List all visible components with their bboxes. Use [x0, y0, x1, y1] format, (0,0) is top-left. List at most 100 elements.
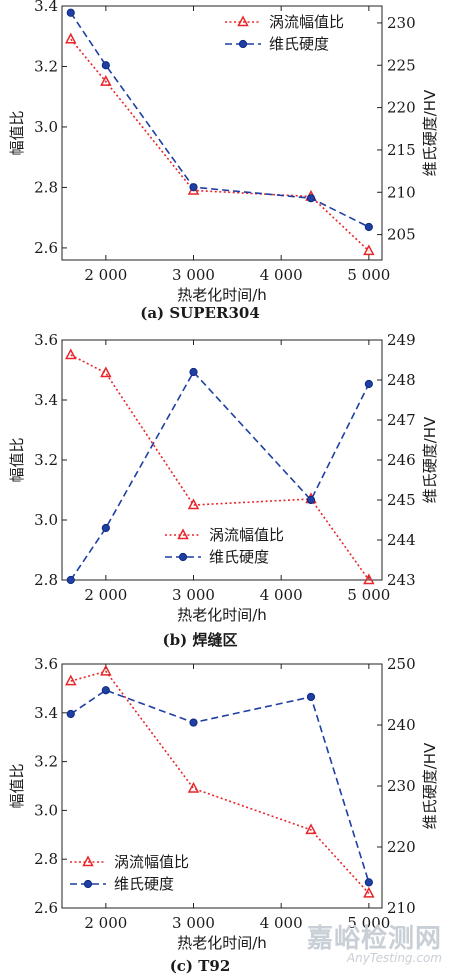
y-tick-label-right: 249: [387, 331, 416, 349]
data-point-triangle: [363, 244, 375, 256]
legend-label-0: 涡流幅值比: [209, 526, 284, 544]
data-point-circle: [66, 575, 75, 585]
y-tick-label-left: 3.0: [34, 801, 58, 819]
data-point-circle: [66, 709, 75, 719]
data-point-triangle: [187, 498, 200, 510]
y-tick-label-left: 3.6: [34, 331, 58, 349]
y-tick-label-left: 3.0: [34, 511, 58, 529]
legend-marker-triangle: [82, 855, 94, 867]
data-point-triangle: [100, 366, 112, 378]
x-tick-label: 3 000: [172, 914, 215, 932]
watermark-text-cn: 嘉峪检测网: [306, 924, 442, 954]
y-tick-label-right: 248: [387, 371, 416, 389]
x-tick-label: 5 000: [347, 586, 390, 604]
data-point-circle: [101, 61, 110, 70]
watermark-text-en: AnyTesting.com: [346, 951, 442, 965]
legend-label-1: 维氏硬度: [209, 548, 269, 566]
chart-panel-0: 2 000 3 000 4 000 5 000 2.6 2.8 3.0 3.2 3.4 205 21…: [8, 0, 439, 322]
watermark: 嘉峪检测网 AnyTesting.com: [307, 918, 442, 965]
chart-panel-1: 2 000 3 000 4 000 5 000 2.8 3.0 3.2 3.4 3.6 243 24…: [8, 331, 439, 649]
y-tick-label-right: 220: [387, 99, 416, 117]
data-point-circle: [306, 495, 316, 505]
y-tick-label-right: 220: [387, 838, 416, 856]
y-tick-label-right: 225: [387, 56, 416, 74]
y-tick-label-left: 3.4: [34, 391, 58, 409]
y-tick-label-left: 3.6: [34, 655, 58, 673]
data-point-circle: [364, 379, 373, 389]
x-axis-title: 热老化时间/h: [177, 286, 267, 304]
y-axis-title-right: 维氏硬度/HV: [421, 89, 439, 176]
x-tick-label: 5 000: [347, 266, 390, 284]
data-point-circle: [364, 878, 373, 887]
y-tick-label-left: 3.4: [34, 704, 58, 722]
data-point-circle: [306, 692, 316, 702]
data-point-circle: [306, 194, 316, 203]
legend-marker-circle: [83, 879, 93, 889]
data-point-triangle: [65, 32, 77, 44]
data-point-triangle: [65, 674, 77, 686]
x-axis-title: 热老化时间/h: [177, 606, 267, 624]
legend-marker-triangle: [237, 15, 249, 27]
y-axis-title-left: 幅值比: [8, 763, 26, 808]
data-point-circle: [189, 367, 198, 377]
x-tick-label: 2 000: [84, 266, 127, 284]
y-tick-label-left: 3.0: [34, 118, 58, 136]
y-axis-title-right: 维氏硬度/HV: [421, 416, 439, 503]
y-tick-label-right: 210: [387, 183, 416, 201]
y-tick-label-right: 250: [387, 655, 416, 673]
data-point-circle: [189, 718, 198, 727]
data-point-triangle: [100, 664, 112, 676]
y-tick-label-left: 3.2: [34, 451, 58, 469]
legend-label-1: 维氏硬度: [114, 875, 174, 893]
y-tick-label-left: 2.8: [34, 178, 58, 196]
x-axis-title: 热老化时间/h: [177, 934, 267, 952]
data-point-circle: [66, 8, 75, 17]
x-tick-label: 5 000: [347, 914, 390, 932]
y-tick-label-right: 230: [387, 777, 416, 795]
legend-label-0: 涡流幅值比: [269, 13, 344, 31]
y-tick-label-right: 244: [387, 531, 416, 549]
y-tick-label-right: 205: [387, 226, 416, 244]
plot-frame: [61, 663, 383, 909]
data-point-triangle: [305, 823, 317, 835]
x-tick-label: 4 000: [260, 914, 303, 932]
y-tick-label-right: 246: [387, 451, 416, 469]
panel-caption: (a) SUPER304: [140, 304, 260, 322]
data-point-triangle: [100, 74, 112, 86]
legend-marker-circle: [178, 552, 188, 562]
data-point-circle: [101, 523, 110, 533]
data-point-triangle: [65, 348, 77, 360]
x-tick-label: 3 000: [172, 266, 215, 284]
panel-caption: (c) T92: [170, 957, 231, 975]
legend-marker-triangle: [177, 528, 189, 540]
y-axis-title-left: 幅值比: [8, 110, 26, 155]
data-point-circle: [189, 183, 198, 192]
y-tick-label-left: 2.6: [34, 239, 58, 257]
y-axis-title-right: 维氏硬度/HV: [421, 742, 439, 829]
data-point-circle: [364, 222, 373, 232]
y-tick-label-right: 245: [387, 491, 416, 509]
y-tick-label-left: 2.6: [34, 899, 58, 917]
data-point-triangle: [363, 886, 375, 898]
y-tick-label-left: 2.8: [34, 850, 58, 868]
legend-label-0: 涡流幅值比: [114, 853, 189, 871]
y-axis-title-left: 幅值比: [8, 437, 26, 482]
series-line-0: [70, 670, 370, 894]
chart-panel-2: 2 000 3 000 4 000 5 000 2.6 2.8 3.0 3.2 3.4 3.6 21…: [8, 655, 439, 975]
panel-caption: (b) 焊缝区: [163, 631, 238, 649]
data-point-triangle: [187, 781, 200, 793]
data-point-triangle: [363, 573, 375, 585]
y-tick-label-right: 210: [387, 899, 416, 917]
x-tick-label: 4 000: [260, 586, 303, 604]
data-point-circle: [101, 686, 110, 695]
series-line-0: [70, 354, 370, 581]
x-tick-label: 2 000: [84, 586, 127, 604]
y-tick-label-right: 247: [387, 411, 416, 429]
y-tick-label-right: 243: [387, 571, 416, 589]
y-tick-label-right: 230: [387, 14, 416, 32]
y-tick-label-left: 3.2: [34, 57, 58, 75]
